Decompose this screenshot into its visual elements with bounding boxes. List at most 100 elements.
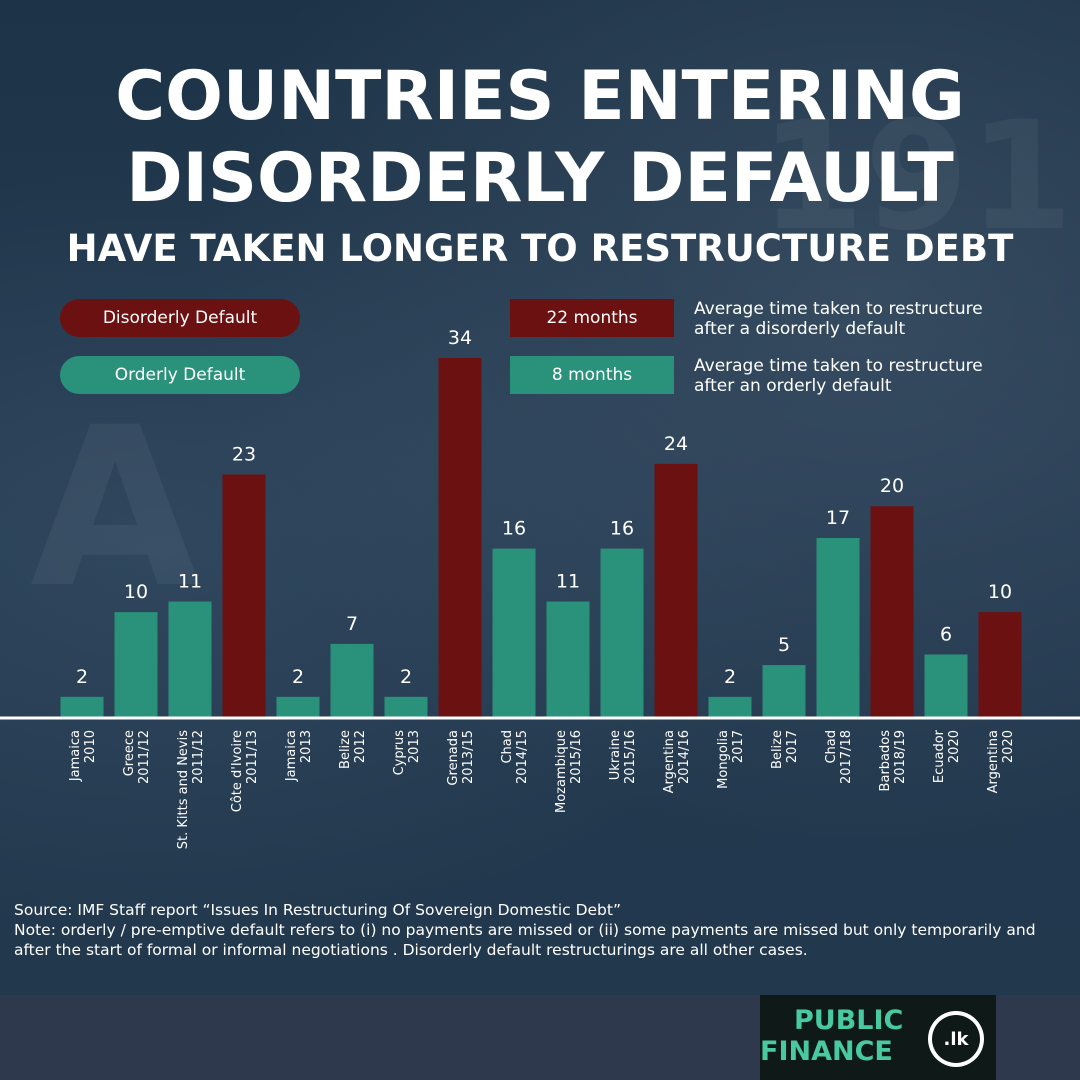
title-line-2: DISORDERLY DEFAULT: [126, 139, 954, 218]
bar-7: [384, 696, 428, 718]
category-period: 2010: [83, 730, 98, 763]
category-country: Argentina: [986, 730, 1001, 793]
category-country: Côte d'Ivoire: [230, 730, 245, 812]
bar-value-label: 16: [610, 518, 634, 540]
orderly-average-description: Average time taken to restructure after …: [694, 356, 1054, 396]
category-period: 2020: [1001, 730, 1016, 763]
category-country: Belize: [338, 730, 353, 769]
public-finance-logo: PUBLIC FINANCE .lk: [760, 995, 996, 1080]
category-period: 2014/16: [677, 730, 692, 784]
legend-disorderly-pill: Disorderly Default: [60, 299, 300, 337]
category-country: Barbados: [878, 730, 893, 792]
bar-8: [438, 358, 482, 718]
background-decoration: A: [30, 380, 201, 636]
disorderly-desc-line-2: after a disorderly default: [694, 319, 906, 339]
category-country: Mozambique: [554, 730, 569, 813]
bar-value-label: 16: [502, 518, 526, 540]
category-period: 2017/18: [839, 730, 854, 784]
category-label: Mongolia 2017: [716, 730, 746, 789]
disorderly-average-description: Average time taken to restructure after …: [694, 299, 1054, 339]
category-country: Jamaica: [68, 730, 83, 782]
category-label: Greece 2011/12: [122, 730, 152, 784]
bar-value-label: 20: [880, 475, 904, 497]
category-label: Côte d'Ivoire 2011/13: [230, 730, 260, 812]
category-country: Grenada: [446, 730, 461, 786]
category-country: Chad: [500, 730, 515, 764]
category-period: 2012: [353, 730, 368, 763]
bar-value-label: 7: [346, 613, 358, 635]
category-country: Ecuador: [932, 729, 947, 783]
category-country: Cyprus: [392, 730, 407, 776]
bar-value-label: 10: [124, 581, 148, 603]
category-label: Belize 2017: [770, 730, 800, 769]
category-country: Belize: [770, 730, 785, 769]
orderly-average-box: 8 months: [510, 356, 674, 394]
logo-line-2: FINANCE: [760, 1036, 893, 1067]
bar-13: [708, 696, 752, 718]
category-label: Ecuador 2020: [932, 729, 962, 783]
bar-18: [978, 612, 1022, 718]
category-label: Chad 2014/15: [500, 730, 530, 784]
disorderly-desc-line-1: Average time taken to restructure: [694, 299, 983, 319]
category-label: Mozambique 2015/16: [554, 730, 584, 813]
bar-value-label: 2: [724, 666, 736, 688]
bar-3: [168, 601, 212, 718]
bar-value-label: 6: [940, 623, 952, 645]
bar-15: [816, 538, 860, 718]
category-country: St. Kitts and Nevis: [176, 730, 191, 849]
bar-value-label: 17: [826, 507, 850, 529]
orderly-desc-line-2: after an orderly default: [694, 376, 892, 396]
bar-value-label: 10: [988, 581, 1012, 603]
category-period: 2013: [407, 730, 422, 763]
bar-14: [762, 665, 806, 718]
disorderly-average-box: 22 months: [510, 299, 674, 337]
category-period: 2015/16: [623, 730, 638, 784]
bar-value-label: 5: [778, 634, 790, 656]
category-label: Cyprus 2013: [392, 730, 422, 776]
category-period: 2017: [785, 730, 800, 763]
bar-17: [924, 654, 968, 718]
category-labels: Jamaica 2010 Greece 2011/12 St. Kitts and Ne…: [68, 729, 1016, 849]
category-label: Ukraine 2015/16: [608, 730, 638, 784]
category-label: Jamaica 2013: [284, 730, 314, 782]
source-line: Source: IMF Staff report “Issues In Rest…: [14, 901, 622, 919]
bar-1: [60, 696, 104, 718]
category-period: 2011/12: [137, 730, 152, 784]
category-label: Chad 2017/18: [824, 730, 854, 784]
logo-line-1: PUBLIC: [794, 1005, 904, 1036]
bars: 2 10 11 23 2 7 2 34 16 11 16 24 2 5 17 20 6 10: [60, 327, 1022, 718]
category-label: Belize 2012: [338, 730, 368, 769]
category-country: Argentina: [662, 730, 677, 793]
bar-16: [870, 506, 914, 718]
bar-value-label: 11: [178, 571, 202, 593]
background-decoration: 1910: [760, 90, 1080, 264]
bar-10: [546, 601, 590, 718]
category-period: 2013: [299, 730, 314, 763]
category-label: Barbados 2018/19: [878, 730, 908, 792]
category-country: Jamaica: [284, 730, 299, 782]
background: 1910 A: [0, 0, 1080, 995]
bar-6: [330, 643, 374, 718]
note-text: Note: orderly / pre-emptive default refe…: [14, 921, 1036, 959]
bar-4: [222, 474, 266, 718]
bar-5: [276, 696, 320, 718]
orderly-desc-line-1: Average time taken to restructure: [694, 356, 983, 376]
title-line-1: COUNTRIES ENTERING: [115, 57, 965, 136]
bar-9: [492, 548, 536, 718]
category-country: Chad: [824, 730, 839, 764]
category-label: St. Kitts and Nevis 2011/12: [176, 730, 206, 849]
category-period: 2017: [731, 730, 746, 763]
category-period: 2020: [947, 730, 962, 763]
category-period: 2011/12: [191, 730, 206, 784]
category-period: 2014/15: [515, 730, 530, 784]
bar-value-label: 23: [232, 443, 256, 465]
bar-2: [114, 612, 158, 718]
bar-value-label: 24: [664, 433, 688, 455]
category-country: Ukraine: [608, 730, 623, 780]
category-period: 2011/13: [245, 730, 260, 784]
bar-value-label: 2: [400, 666, 412, 688]
bar-value-label: 11: [556, 571, 580, 593]
category-period: 2018/19: [893, 730, 908, 784]
category-label: Grenada 2013/15: [446, 730, 476, 786]
